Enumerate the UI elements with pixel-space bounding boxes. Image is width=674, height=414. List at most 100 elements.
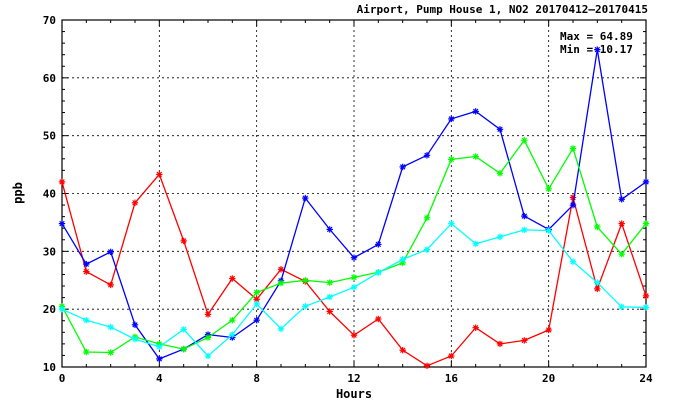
data-point <box>326 308 333 315</box>
point-marker-stroke <box>107 349 114 356</box>
data-point <box>618 303 625 311</box>
point-marker-stroke <box>570 258 576 265</box>
data-point <box>399 163 406 171</box>
data-point <box>594 223 601 231</box>
point-marker-stroke <box>180 346 187 352</box>
point-marker-stroke <box>375 241 382 248</box>
data-point <box>472 108 479 115</box>
data-series <box>58 46 650 369</box>
point-marker-stroke <box>351 284 357 290</box>
data-point <box>594 285 601 293</box>
data-point <box>642 304 650 311</box>
point-marker-stroke <box>83 261 90 267</box>
point-marker-stroke <box>326 279 333 286</box>
point-marker-stroke <box>229 331 236 338</box>
y-tick-label: 10 <box>43 361 56 374</box>
data-point <box>58 220 66 227</box>
data-point <box>180 345 187 353</box>
data-point <box>107 323 114 331</box>
point-marker-stroke <box>132 336 138 342</box>
point-marker-stroke <box>351 254 357 261</box>
data-point <box>472 240 479 248</box>
x-tick-label: 12 <box>347 372 360 385</box>
point-marker-stroke <box>594 224 601 230</box>
point-marker-stroke <box>643 179 649 185</box>
data-point <box>277 279 285 287</box>
x-tick-label: 4 <box>156 372 163 385</box>
data-point <box>545 185 552 193</box>
point-marker-stroke <box>643 220 649 227</box>
point-marker-stroke <box>107 282 114 288</box>
point-marker-stroke <box>375 316 382 322</box>
data-point <box>521 137 528 144</box>
data-point <box>83 268 90 275</box>
point-marker-stroke <box>59 179 65 185</box>
y-tick-label: 40 <box>43 188 56 201</box>
point-marker-stroke <box>472 241 479 247</box>
data-point <box>253 289 260 296</box>
data-point <box>131 336 139 343</box>
data-point <box>448 352 455 360</box>
data-point <box>302 277 309 284</box>
point-marker-stroke <box>472 324 479 331</box>
point-marker-stroke <box>278 326 284 332</box>
point-marker-stroke <box>326 294 333 300</box>
data-point <box>521 337 528 344</box>
data-point <box>229 275 236 282</box>
data-point <box>350 254 358 261</box>
point-marker-stroke <box>302 303 309 310</box>
data-point <box>423 362 431 369</box>
point-marker-stroke <box>545 327 552 333</box>
data-point <box>326 279 333 286</box>
point-marker-stroke <box>180 238 187 244</box>
point-marker-stroke <box>156 171 163 178</box>
point-marker-stroke <box>570 145 576 152</box>
point-marker-stroke <box>59 220 65 227</box>
data-point <box>277 266 285 273</box>
data-point <box>472 324 479 331</box>
data-point <box>375 269 382 276</box>
point-marker-stroke <box>521 337 528 344</box>
point-marker-stroke <box>107 324 114 330</box>
point-marker-stroke <box>448 116 455 122</box>
point-marker-stroke <box>156 344 163 350</box>
data-point <box>131 321 139 328</box>
point-marker-stroke <box>132 200 138 206</box>
point-marker-stroke <box>424 152 430 159</box>
point-marker-stroke <box>545 227 552 234</box>
y-tick-label: 60 <box>43 72 56 85</box>
point-marker-stroke <box>497 341 503 347</box>
point-marker-stroke <box>618 220 625 227</box>
point-marker-stroke <box>83 317 90 323</box>
point-marker-stroke <box>351 332 357 338</box>
point-marker-stroke <box>278 280 284 286</box>
data-point <box>302 303 309 310</box>
data-point <box>569 194 577 201</box>
data-point <box>423 214 431 222</box>
data-point <box>156 171 163 178</box>
y-tick-label: 30 <box>43 245 56 258</box>
data-point <box>496 233 504 241</box>
point-marker-stroke <box>521 213 528 219</box>
data-point <box>594 279 601 286</box>
point-marker-stroke <box>472 108 479 115</box>
max-annotation: Max = 64.89 <box>560 30 633 43</box>
point-marker-stroke <box>399 256 406 263</box>
data-point <box>350 284 358 291</box>
point-marker-stroke <box>205 311 211 318</box>
point-marker-stroke <box>497 234 503 240</box>
data-point <box>253 300 260 308</box>
x-tick-label: 0 <box>59 372 66 385</box>
data-point <box>448 156 455 163</box>
data-point <box>326 226 333 233</box>
point-marker-stroke <box>472 153 479 160</box>
point-marker-stroke <box>570 202 576 208</box>
point-marker-stroke <box>326 308 333 315</box>
point-marker-stroke <box>205 334 211 341</box>
point-marker-stroke <box>643 304 649 311</box>
data-point <box>83 348 90 356</box>
x-tick-label: 16 <box>445 372 459 385</box>
data-point <box>131 199 139 207</box>
data-point <box>229 317 236 324</box>
